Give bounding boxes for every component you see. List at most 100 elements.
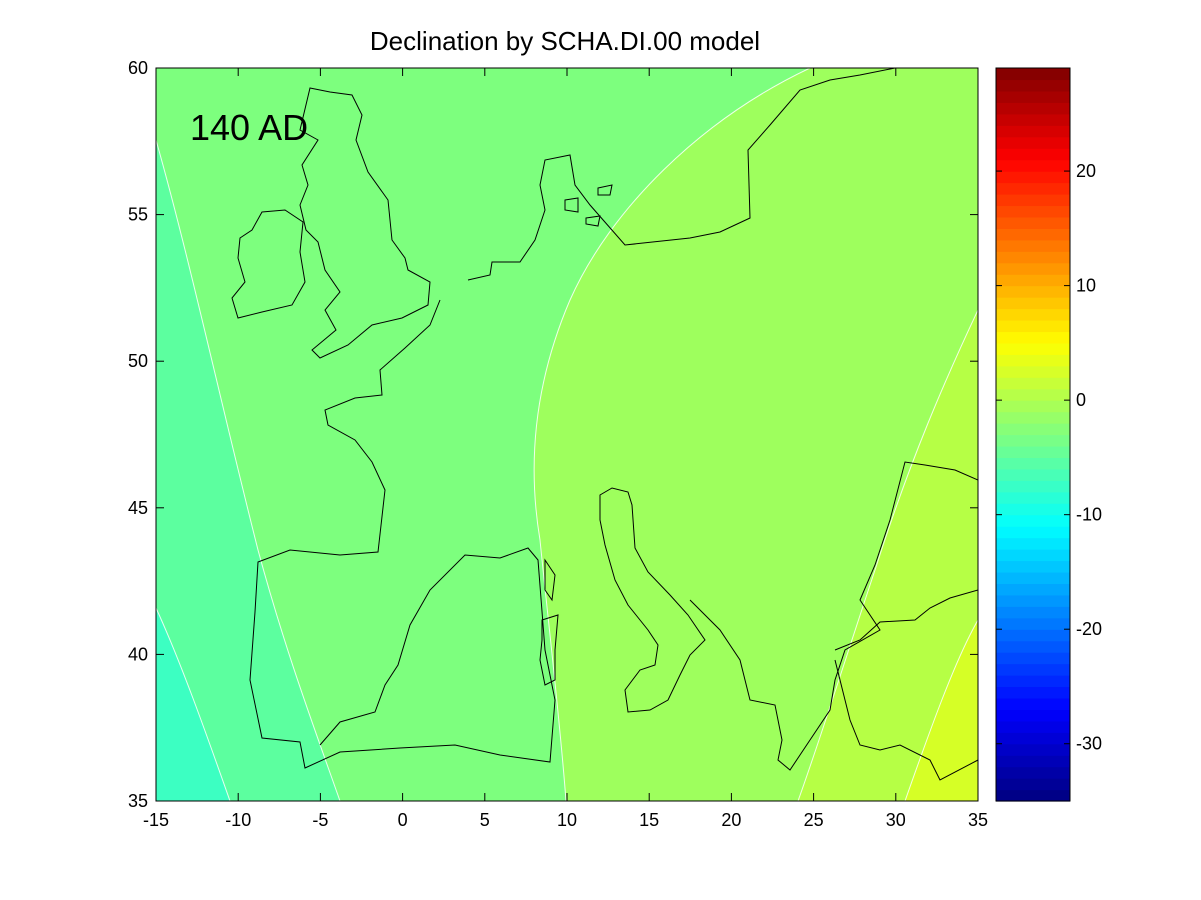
colorbar-tick-label: -10: [1076, 505, 1102, 525]
colorbar-segment: [996, 148, 1070, 161]
x-tick-label: -10: [225, 810, 251, 830]
x-tick-label: 20: [721, 810, 741, 830]
x-tick-label: 5: [480, 810, 490, 830]
colorbar-segment: [996, 686, 1070, 699]
colorbar-segment: [996, 274, 1070, 287]
colorbar-segment: [996, 526, 1070, 539]
colorbar-segment: [996, 617, 1070, 630]
chart-title: Declination by SCHA.DI.00 model: [370, 26, 760, 56]
colorbar-segment: [996, 491, 1070, 504]
coastline-sardinia-corsica: [539, 558, 559, 686]
contour-line: [797, 309, 978, 801]
colorbar-segment: [996, 159, 1070, 172]
colorbar-segment: [996, 400, 1070, 413]
colorbar-segment: [996, 583, 1070, 596]
plot-area: [156, 68, 978, 801]
colorbar-segment: [996, 457, 1070, 470]
colorbar-segment: [996, 182, 1070, 195]
contour-line: [156, 139, 341, 801]
x-tick-label: -15: [143, 810, 169, 830]
x-tick-label: 0: [398, 810, 408, 830]
x-tick-label: 30: [886, 810, 906, 830]
contour-band-southeast-corner: [905, 620, 978, 801]
colorbar-segment: [996, 354, 1070, 367]
colorbar-segment: [996, 90, 1070, 103]
colorbar-segment: [996, 193, 1070, 207]
coastlines: [231, 68, 978, 781]
colorbar-segment: [996, 640, 1070, 653]
colorbar-tick-label: 20: [1076, 161, 1096, 181]
coastline-italy: [599, 487, 706, 713]
colorbar-segment: [996, 411, 1070, 424]
colorbar-segment: [996, 342, 1070, 355]
colorbar-tick-label: -20: [1076, 619, 1102, 639]
colorbar-segment: [996, 629, 1070, 642]
y-tick-label: 40: [128, 644, 148, 664]
colorbar-segment: [996, 549, 1070, 562]
colorbar-segment: [996, 331, 1070, 344]
x-tick-label: 15: [639, 810, 659, 830]
coastline-baltic-islands: [564, 184, 613, 227]
x-tick-label: -5: [312, 810, 328, 830]
colorbar-tick-label: 0: [1076, 390, 1086, 410]
colorbar-segment: [996, 766, 1070, 779]
contour-band-west-outer: [156, 608, 230, 801]
coastline-france-iberia: [249, 299, 556, 769]
x-tick-label: 25: [804, 810, 824, 830]
colorbar-segment: [996, 102, 1070, 115]
colorbar-tick-label: 10: [1076, 276, 1096, 296]
coastline-great-britain: [299, 87, 431, 359]
contour-line: [533, 68, 811, 801]
y-tick-label: 50: [128, 351, 148, 371]
colorbar-segment: [996, 297, 1070, 310]
contour-band-west: [156, 140, 340, 801]
year-annotation: 140 AD: [190, 107, 308, 148]
colorbar-segment: [996, 285, 1070, 298]
colorbar-segment: [996, 388, 1070, 401]
colorbar-segment: [996, 319, 1070, 333]
y-tick-label: 55: [128, 205, 148, 225]
x-tick-label: 10: [557, 810, 577, 830]
colorbar-segment: [996, 377, 1070, 390]
colorbar-segment: [996, 468, 1070, 481]
x-axis: -15 -10 -5 0 5 10 15 20 25 30 35: [143, 68, 988, 830]
colorbar-segment: [996, 663, 1070, 676]
colorbar-segment: [996, 503, 1070, 516]
y-tick-label: 45: [128, 498, 148, 518]
y-tick-label: 35: [128, 791, 148, 811]
coastline-ireland: [231, 209, 306, 319]
colorbar-segment: [996, 697, 1070, 710]
x-tick-label: 35: [968, 810, 988, 830]
colorbar: [996, 68, 1070, 802]
colorbar-segment: [996, 251, 1070, 264]
coastline-black-sea: [834, 589, 978, 651]
colorbar-segment: [996, 262, 1070, 275]
contour-band-southeast: [798, 310, 978, 801]
colorbar-segment: [996, 365, 1070, 378]
coastline-continent-west: [467, 68, 896, 281]
colorbar-segment: [996, 755, 1070, 768]
colorbar-segment: [996, 606, 1070, 619]
coastline-anatolia: [834, 659, 978, 781]
contour-line: [904, 619, 978, 801]
colorbar-segment: [996, 113, 1070, 126]
colorbar-tick-label: -30: [1076, 734, 1102, 754]
colorbar-segment: [996, 125, 1070, 138]
contour-line: [156, 607, 231, 801]
colorbar-segment: [996, 675, 1070, 688]
colorbar-axis: 20 10 0 -10 -20 -30: [996, 161, 1102, 754]
colorbar-segment: [996, 571, 1070, 584]
colorbar-segment: [996, 709, 1070, 722]
y-tick-label: 60: [128, 58, 148, 78]
colorbar-segment: [996, 216, 1070, 229]
colorbar-segment: [996, 514, 1070, 527]
colorbar-segment: [996, 732, 1070, 745]
contour-band-central-east: [534, 68, 978, 801]
colorbar-segment: [996, 789, 1070, 802]
colorbar-segment: [996, 171, 1070, 184]
colorbar-segment: [996, 743, 1070, 756]
colorbar-segment: [996, 136, 1070, 149]
colorbar-segment: [996, 434, 1070, 447]
colorbar-segment: [996, 205, 1070, 218]
